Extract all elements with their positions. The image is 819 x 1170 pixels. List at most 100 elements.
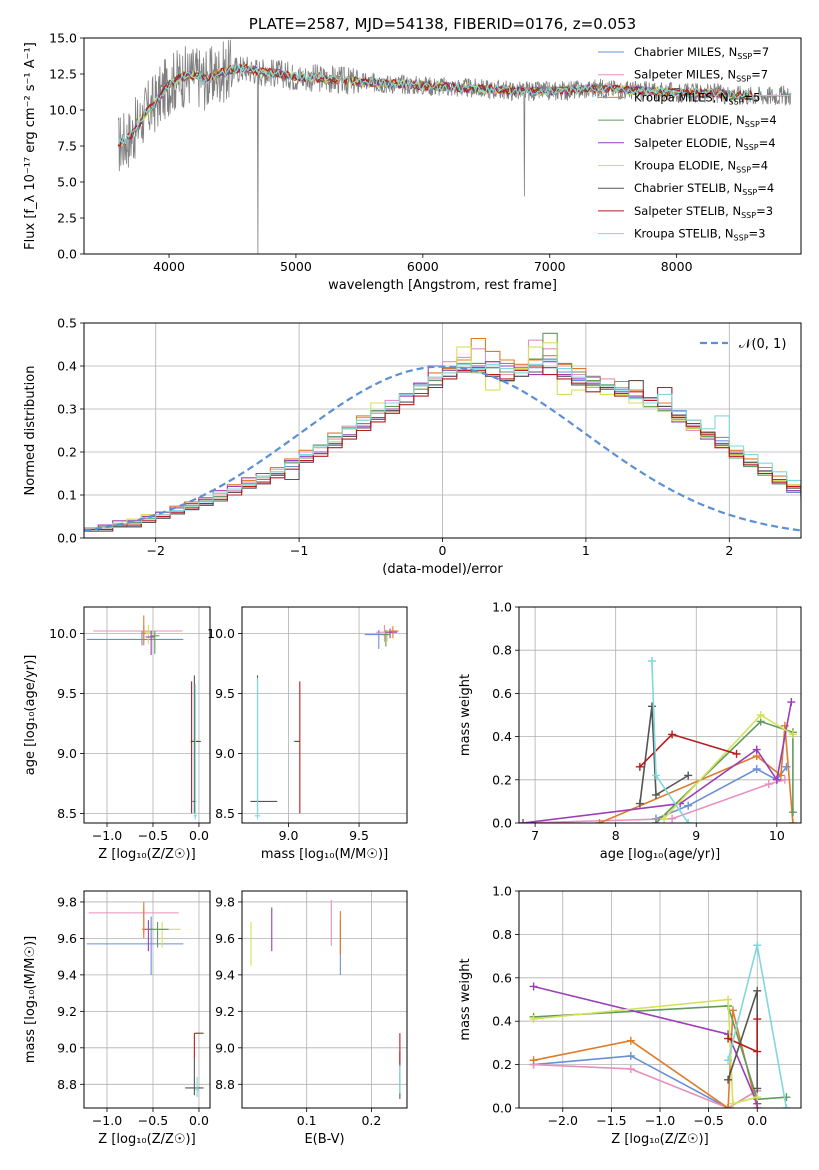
- legend-entry-label: Kroupa ELODIE, NSSP=4: [634, 159, 768, 175]
- legend-entry-text: Kroupa STELIB, N: [634, 227, 734, 241]
- age-vs-mass-y-tick-label: 9.5: [215, 686, 235, 701]
- massweight-point-marker: [684, 801, 693, 810]
- residuals-panel: −2 −1 0 1 2 0.0 0.1 0.2 0.3 0.4 0.5 (data-model)/er…: [23, 316, 802, 577]
- age-vs-Z-x-tick-label: −0.5: [138, 828, 168, 843]
- model-spectrum-line: [117, 63, 790, 145]
- spectrum-x-tick-label: 7000: [534, 259, 566, 274]
- spectrum-x-tick-label: 8000: [661, 259, 693, 274]
- massweight-point-marker: [668, 730, 677, 739]
- massweight-point-marker: [782, 762, 791, 771]
- legend-entry-text: Salpeter STELIB, N: [634, 204, 741, 218]
- legend-entry-text: Salpeter MILES, N: [634, 68, 736, 82]
- legend-entry-subscript: SSP: [742, 188, 757, 197]
- spectrum-y-tick-label: 10.0: [49, 103, 77, 118]
- massweight-point-marker: [756, 711, 765, 719]
- age-vs-Z-x-axis-label: Z [log₁₀(Z/Z☉)]: [98, 847, 195, 862]
- massweight-vs-metallicity-panel: −2.0 −1.5 −1.0 −0.5 0.0 0.0 0.2 0.4 0.6 0.8 1.0 Z […: [458, 884, 802, 1147]
- legend-entry-label: Chabrier ELODIE, NSSP=4: [634, 113, 777, 129]
- massweight-point-marker: [529, 982, 538, 991]
- massweight-vs-Z-x-tick-label: −1.0: [645, 1113, 675, 1128]
- mass-vs-ebv-y-tick-label: 9.8: [215, 894, 235, 909]
- errorbar-point: [381, 629, 393, 642]
- massweight-point-marker: [753, 1084, 762, 1093]
- massweight-point-marker: [788, 808, 797, 817]
- massweight-point-marker: [595, 819, 604, 823]
- massweight-point-marker: [626, 1064, 635, 1073]
- mass-vs-ebv-frame: [241, 890, 408, 1109]
- age-vs-mass-x-tick-label: 9.0: [279, 828, 299, 843]
- massweight-vs-age-panel: 7 8 9 10 0.0 0.2 0.4 0.6 0.8 1.0 age [log₁₀(age/yr…: [458, 600, 802, 862]
- residuals-y-tick-label: 0.2: [57, 445, 77, 460]
- spectrum-frame: [83, 37, 802, 255]
- legend-entry-suffix: =4: [760, 113, 777, 127]
- residuals-x-tick-label: 1: [582, 543, 590, 558]
- massweight-vs-age-frame: [518, 606, 802, 824]
- massweight-vs-Z-x-tick-label: −0.5: [693, 1113, 723, 1128]
- massweight-point-marker: [647, 657, 656, 665]
- legend-entry-subscript: SSP: [737, 52, 752, 61]
- errorbar-point: [88, 905, 179, 935]
- massweight-vs-age-x-tick-label: 9: [692, 828, 700, 843]
- massweight-point-marker: [753, 1093, 762, 1102]
- age-vs-mass-y-tick-label: 10.0: [207, 626, 235, 641]
- age-vs-mass-plot-area: [250, 625, 399, 820]
- massweight-point-marker: [651, 771, 660, 780]
- massweight-point-marker: [651, 819, 660, 823]
- massweight-point-marker: [732, 749, 741, 758]
- massweight-vs-age-y-axis-label: mass weight: [458, 674, 473, 756]
- residuals-y-tick-label: 0.5: [57, 316, 77, 331]
- massweight-point-marker: [724, 995, 733, 1004]
- legend-entry-text: Kroupa MILES, N: [634, 90, 729, 104]
- massweight-point-marker: [519, 819, 528, 823]
- massweight-vs-Z-y-axis-label: mass weight: [458, 958, 473, 1040]
- spectrum-y-tick-label: 12.5: [49, 67, 77, 82]
- spectrum-y-tick-label: 0.0: [57, 247, 77, 262]
- mass-vs-ebv-y-tick-label: 9.4: [215, 967, 235, 982]
- age-vs-Z-y-tick-label: 9.0: [57, 746, 77, 761]
- legend-entry-label: Kroupa MILES, NSSP=5: [634, 90, 760, 106]
- legend-entry-subscript: SSP: [741, 211, 756, 220]
- legend-entry-suffix: =4: [759, 136, 776, 150]
- massweight-series-line: [522, 779, 786, 823]
- errorbar-point: [150, 631, 160, 654]
- mass-vs-Z-y-axis-label: mass [log₁₀(M/M☉)]: [23, 936, 38, 1063]
- massweight-vs-age-y-tick-label: 0.8: [492, 643, 512, 658]
- mass-vs-Z-x-tick-label: −0.5: [138, 1113, 168, 1128]
- massweight-point-marker: [626, 1036, 635, 1045]
- age-vs-mass-x-tick-label: 9.5: [349, 828, 369, 843]
- mass-vs-Z-y-tick-label: 9.8: [57, 894, 77, 909]
- legend-entry-text: Chabrier STELIB, N: [634, 181, 742, 195]
- histogram-series-step: [84, 359, 801, 529]
- legend-entry-text: Kroupa ELODIE, N: [634, 159, 736, 173]
- mass-vs-Z-y-tick-label: 8.8: [57, 1077, 77, 1092]
- legend-entry-subscript: SSP: [745, 120, 760, 129]
- legend-entry-subscript: SSP: [734, 234, 749, 243]
- mass-vs-Z-x-axis-label: Z [log₁₀(Z/Z☉)]: [98, 1132, 195, 1147]
- massweight-vs-Z-y-tick-label: 0.6: [492, 970, 512, 985]
- massweight-vs-Z-y-tick-label: 0.2: [492, 1057, 512, 1072]
- observed-spectrum-line: [117, 39, 792, 254]
- massweight-vs-Z-y-tick-label: 0.0: [492, 1101, 512, 1116]
- errorbar-point: [193, 1032, 204, 1059]
- age-vs-metallicity-panel: −1.0 −0.5 0.0 8.5 9.0 9.5 10.0 Z [log₁₀(Z/Z☉)] a…: [23, 606, 211, 862]
- errorbar-point: [254, 677, 261, 820]
- spectrum-x-tick-label: 5000: [280, 259, 312, 274]
- massweight-series-line: [533, 1010, 758, 1108]
- massweight-point-marker: [780, 775, 789, 784]
- age-vs-Z-y-tick-label: 8.5: [57, 806, 77, 821]
- massweight-point-marker: [647, 702, 656, 711]
- residuals-x-axis-label: (data-model)/error: [382, 562, 503, 577]
- errorbar-point: [141, 901, 146, 939]
- errorbar-point: [185, 1058, 204, 1096]
- legend-entry-label: Chabrier STELIB, NSSP=4: [634, 181, 774, 197]
- massweight-vs-age-y-tick-label: 0.2: [492, 772, 512, 787]
- massweight-point-marker: [772, 775, 781, 784]
- mass-vs-ebv-y-tick-label: 9.6: [215, 931, 235, 946]
- spectrum-title: PLATE=2587, MJD=54138, FIBERID=0176, z=0…: [249, 15, 636, 33]
- mass-vs-Z-x-tick-label: 0.0: [189, 1113, 209, 1128]
- massweight-point-marker: [668, 814, 677, 823]
- legend-entry-label: Salpeter MILES, NSSP=7: [634, 68, 768, 84]
- residuals-y-axis-label: Normed distribution: [23, 366, 38, 496]
- age-vs-mass-y-tick-label: 8.5: [215, 806, 235, 821]
